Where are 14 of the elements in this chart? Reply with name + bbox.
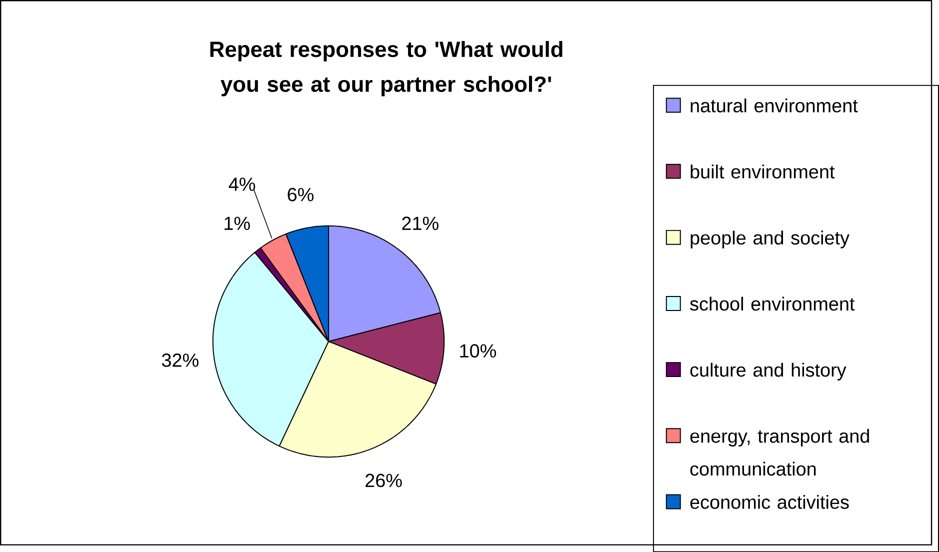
chart-title: Repeat responses to 'What would you see at our partner school?' (210, 40, 562, 96)
legend-label: culture and history (690, 362, 846, 380)
data-label: 1% (224, 216, 250, 230)
legend-label: people and society (690, 230, 850, 248)
data-label: 26% (366, 474, 402, 488)
data-label: 32% (162, 353, 198, 367)
data-label: 4% (228, 177, 256, 191)
legend-label: economic activities (690, 494, 849, 509)
legend-label: natural environment (690, 98, 858, 112)
legend-label: school environment (690, 296, 855, 311)
data-label: 6% (288, 188, 314, 202)
legend-label: built environment (690, 164, 835, 178)
data-label: 21% (402, 216, 438, 230)
data-label: 10% (460, 344, 496, 358)
